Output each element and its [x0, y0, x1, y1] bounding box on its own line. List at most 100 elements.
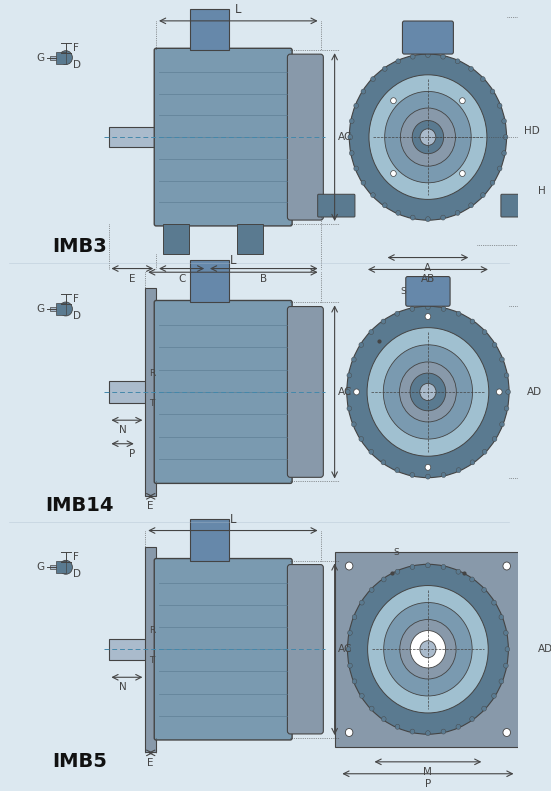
- Bar: [50, 566, 56, 570]
- Circle shape: [410, 472, 415, 478]
- Circle shape: [348, 564, 509, 734]
- Text: S: S: [401, 287, 407, 297]
- Circle shape: [354, 166, 359, 171]
- Circle shape: [352, 615, 357, 619]
- Circle shape: [400, 619, 456, 679]
- Circle shape: [369, 75, 487, 199]
- Text: H: H: [538, 186, 545, 196]
- Circle shape: [410, 565, 415, 570]
- Circle shape: [425, 313, 431, 320]
- Text: AC: AC: [338, 644, 353, 654]
- Circle shape: [359, 600, 364, 605]
- Text: A: A: [424, 263, 431, 273]
- Circle shape: [345, 562, 353, 570]
- Circle shape: [460, 98, 465, 104]
- Circle shape: [499, 679, 504, 684]
- Circle shape: [504, 406, 509, 411]
- Text: AD: AD: [538, 644, 551, 654]
- Circle shape: [441, 565, 446, 570]
- FancyBboxPatch shape: [154, 301, 292, 483]
- Circle shape: [425, 52, 430, 58]
- Circle shape: [441, 472, 446, 478]
- Circle shape: [383, 603, 472, 696]
- Bar: [145, 547, 156, 752]
- Text: E: E: [129, 274, 136, 283]
- Text: T: T: [149, 657, 154, 665]
- Text: IMB3: IMB3: [52, 237, 107, 256]
- Bar: [50, 307, 56, 311]
- Text: G: G: [36, 53, 44, 62]
- Text: N: N: [119, 425, 127, 435]
- Circle shape: [500, 422, 504, 427]
- Circle shape: [504, 663, 508, 668]
- Circle shape: [385, 92, 471, 183]
- FancyBboxPatch shape: [318, 195, 355, 217]
- Text: L: L: [235, 3, 241, 16]
- Circle shape: [352, 357, 356, 362]
- Circle shape: [425, 474, 430, 479]
- Circle shape: [482, 330, 487, 335]
- Bar: [190, 9, 229, 51]
- Bar: [163, 224, 189, 254]
- Circle shape: [347, 406, 352, 411]
- Circle shape: [396, 210, 401, 215]
- Circle shape: [498, 166, 502, 171]
- Circle shape: [425, 305, 430, 310]
- Circle shape: [482, 449, 487, 454]
- Circle shape: [456, 725, 461, 729]
- Circle shape: [369, 330, 374, 335]
- Circle shape: [348, 663, 352, 668]
- Circle shape: [503, 134, 508, 139]
- Circle shape: [410, 373, 446, 411]
- Circle shape: [399, 362, 456, 422]
- Bar: [190, 260, 229, 302]
- Text: AD: AD: [527, 387, 542, 397]
- Circle shape: [504, 630, 508, 635]
- Text: AC: AC: [338, 387, 353, 397]
- Circle shape: [381, 319, 386, 324]
- Circle shape: [410, 54, 415, 59]
- Text: C: C: [178, 274, 185, 283]
- Text: L: L: [230, 513, 236, 525]
- Circle shape: [502, 119, 506, 123]
- Circle shape: [354, 389, 359, 395]
- Text: T: T: [149, 399, 154, 408]
- Circle shape: [420, 129, 436, 146]
- FancyBboxPatch shape: [402, 21, 453, 54]
- Circle shape: [456, 467, 461, 473]
- Text: F: F: [73, 294, 79, 304]
- Circle shape: [391, 98, 396, 104]
- FancyBboxPatch shape: [406, 277, 450, 306]
- Circle shape: [349, 119, 354, 123]
- Text: P: P: [129, 448, 136, 459]
- Circle shape: [480, 193, 485, 198]
- Circle shape: [371, 193, 375, 198]
- Circle shape: [361, 89, 366, 94]
- Circle shape: [369, 588, 374, 592]
- Circle shape: [347, 306, 509, 478]
- Text: D: D: [73, 311, 82, 321]
- Circle shape: [354, 103, 359, 108]
- Circle shape: [369, 706, 374, 711]
- Text: L: L: [230, 254, 236, 267]
- Circle shape: [369, 449, 374, 454]
- Circle shape: [410, 630, 446, 668]
- Bar: [190, 519, 229, 561]
- Circle shape: [381, 460, 386, 465]
- Circle shape: [491, 694, 496, 698]
- FancyBboxPatch shape: [288, 54, 323, 220]
- Circle shape: [348, 134, 353, 139]
- Circle shape: [395, 570, 400, 574]
- Text: HD: HD: [525, 126, 540, 136]
- Text: R: R: [149, 369, 155, 377]
- Circle shape: [367, 327, 489, 456]
- Bar: [336, 551, 520, 747]
- Circle shape: [496, 389, 502, 395]
- Circle shape: [412, 120, 444, 153]
- Circle shape: [469, 202, 473, 208]
- Bar: [109, 127, 156, 147]
- Circle shape: [425, 563, 430, 568]
- Bar: [50, 55, 56, 59]
- Circle shape: [395, 311, 399, 316]
- Circle shape: [352, 679, 357, 684]
